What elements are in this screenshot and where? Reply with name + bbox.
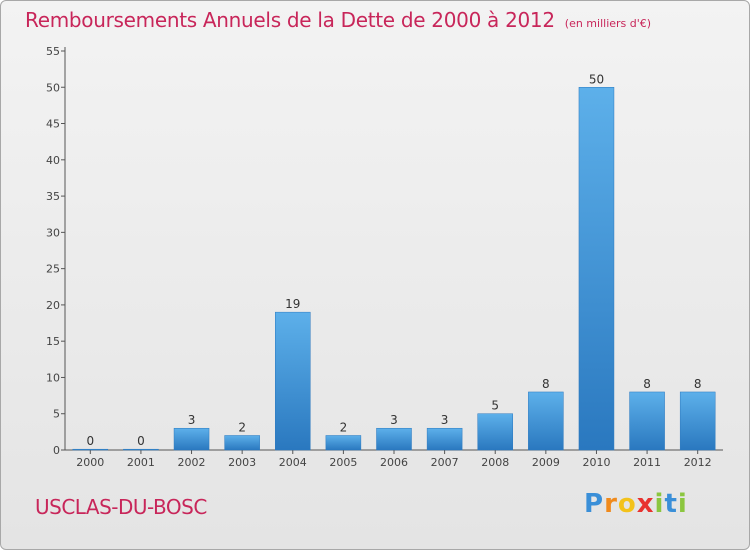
proxiti-logo: Proxiti [584,489,688,519]
x-tick-label: 2002 [178,456,206,469]
value-label: 3 [441,413,449,427]
y-tick-label: 5 [53,408,60,421]
bar-2012 [679,391,716,451]
value-label: 2 [340,420,348,434]
logo-letter: x [636,489,655,519]
value-label: 3 [188,413,196,427]
bar-2005 [325,435,362,451]
logo-letter: r [604,489,618,519]
bar-2006 [376,427,412,451]
bar-2001 [123,448,159,451]
chart-unit-note: (en milliers d'€) [564,17,652,30]
value-label: 19 [285,297,300,311]
chart-labels: 2000 0 2001 0 2002 3 2003 2 2004 19 2005 2 2006 3 2007… [76,72,711,469]
y-tick-label: 45 [46,118,60,131]
bar-2009 [528,391,564,451]
value-label: 2 [238,420,246,434]
y-tick-label: 55 [46,45,60,58]
x-tick-label: 2010 [582,456,610,469]
bar-2010 [578,87,615,451]
chart-title-text: Remboursements Annuels de la Dette de 20… [25,8,555,32]
value-label: 8 [542,377,550,391]
chart-title: Remboursements Annuels de la Dette de 20… [25,8,651,32]
bar-2008 [477,413,513,451]
logo-letter: i [654,489,665,519]
x-tick-label: 2001 [127,456,155,469]
value-label: 5 [491,399,499,413]
y-tick-label: 40 [46,154,60,167]
logo-letter: o [617,489,637,519]
x-tick-label: 2004 [279,456,307,469]
x-tick-label: 2009 [532,456,560,469]
x-tick-label: 2000 [76,456,104,469]
bar-2000 [72,448,109,451]
y-tick-label: 25 [46,263,60,276]
value-label: 50 [589,72,604,86]
commune-name: USCLAS-DU-BOSC [35,495,207,519]
x-tick-label: 2012 [684,456,712,469]
logo-letter: t [664,489,678,519]
bar-2002 [173,427,210,451]
chart-bars [72,87,716,451]
x-tick-label: 2007 [431,456,459,469]
value-label: 8 [643,377,651,391]
y-tick-label: 10 [46,371,60,384]
bar-2004 [275,311,311,451]
y-tick-label: 20 [46,299,60,312]
y-tick-label: 15 [46,335,60,348]
x-tick-label: 2006 [380,456,408,469]
x-tick-label: 2003 [228,456,256,469]
y-tick-label: 30 [46,226,60,239]
value-label: 3 [390,413,398,427]
bar-2003 [224,435,260,451]
bar-2011 [629,391,665,451]
bar-2007 [426,427,463,451]
y-tick-label: 50 [46,81,60,94]
logo-letter: i [677,489,688,519]
y-tick-label: 35 [46,190,60,203]
x-tick-label: 2011 [633,456,661,469]
x-tick-label: 2005 [329,456,357,469]
x-tick-label: 2008 [481,456,509,469]
value-label: 0 [86,434,94,448]
logo-letter: P [584,489,605,519]
value-label: 0 [137,434,145,448]
y-tick-label: 0 [53,444,60,457]
value-label: 8 [694,377,702,391]
